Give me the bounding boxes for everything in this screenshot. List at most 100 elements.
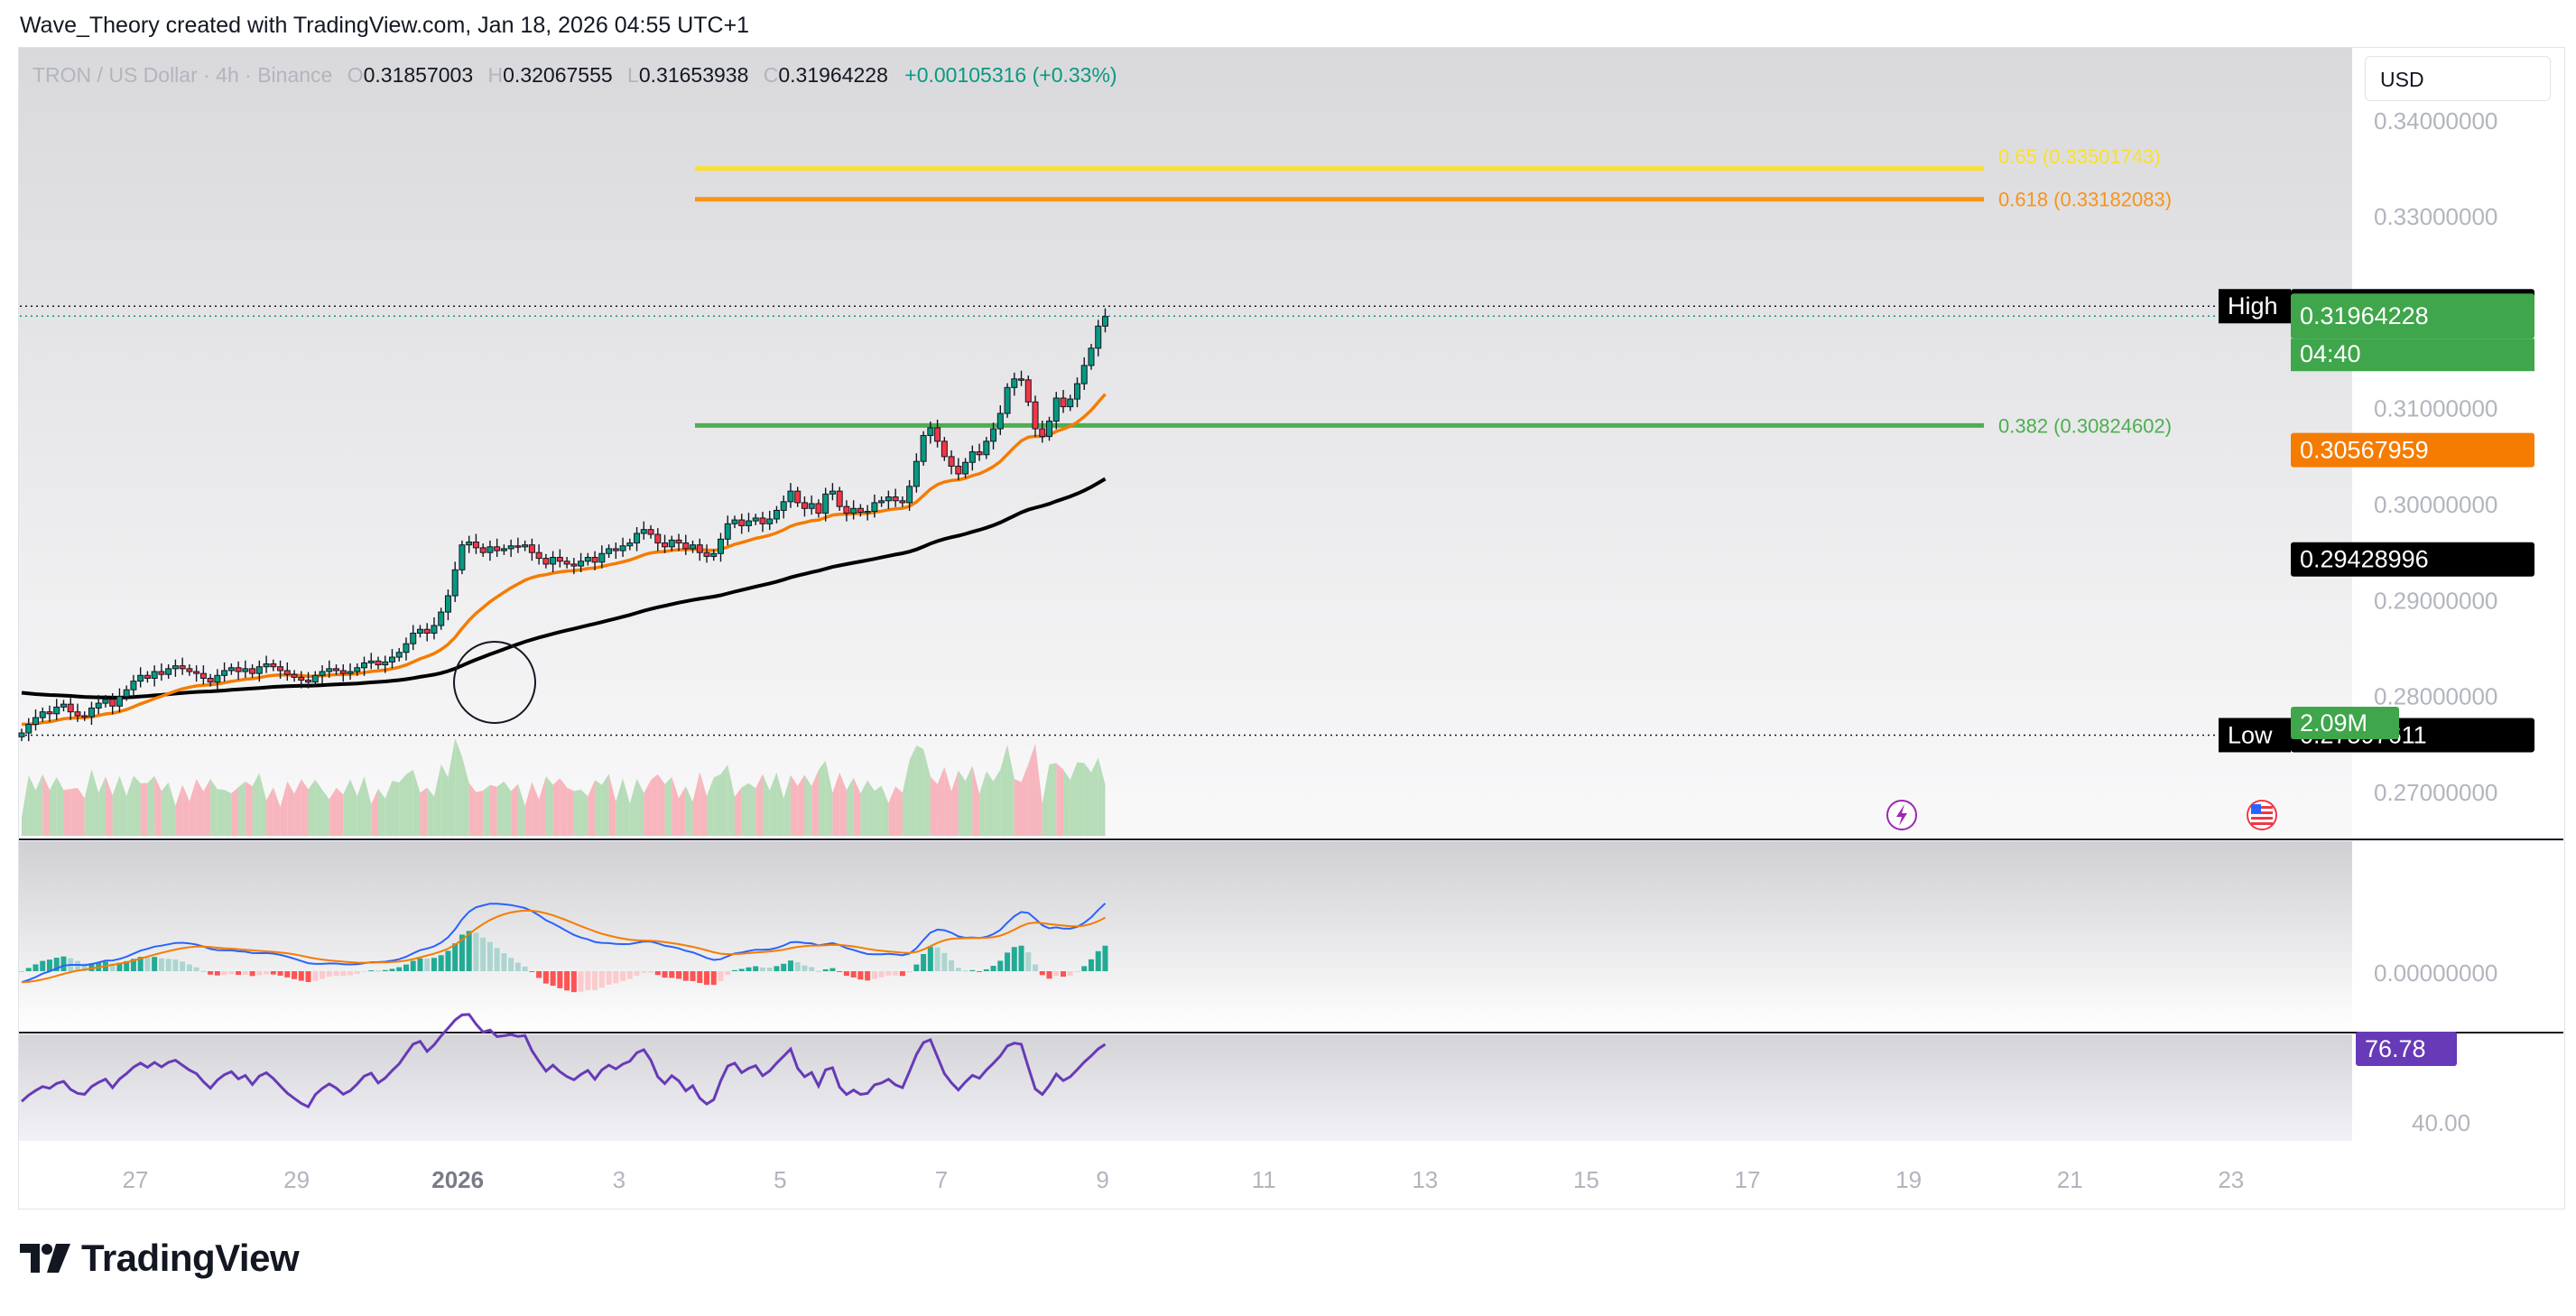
volume-segment [545,775,553,836]
volume-segment [595,780,602,836]
volume-segment [84,769,92,836]
y-tick-label: 0.31000000 [2374,395,2497,422]
macd-histogram-bar [857,971,864,980]
symbol-name[interactable]: TRON / US Dollar · 4h · Binance [32,63,333,87]
candle [165,664,172,679]
volume-segment [350,779,357,836]
candle [522,540,529,551]
rsi-line[interactable] [20,1013,1107,1109]
tradingview-logo[interactable]: TradingView [20,1237,300,1280]
macd-histogram-bar [613,971,619,984]
candle [934,419,941,448]
macd-histogram-bar [1095,950,1101,971]
candle [857,504,864,517]
volume-segment [203,779,211,836]
signal-line[interactable] [21,909,1106,984]
candle [207,673,214,687]
macd-histogram-bar [158,958,164,971]
volume-segment [336,787,344,836]
candle [514,537,522,553]
macd-histogram-bar [180,961,186,971]
volume-segment [77,787,85,836]
lightning-icon[interactable] [1886,800,1917,830]
macd-histogram-bar [333,971,339,977]
candle [388,649,395,669]
symbol-legend: TRON / US Dollar · 4h · Binance O0.31857… [32,63,1117,88]
us-flag-icon[interactable] [2247,800,2277,830]
ema-slow-tag: 0.29428996 [2291,542,2534,577]
volume-segment [1063,769,1070,836]
volume-segment [126,775,134,836]
macd-histogram-bar [1011,947,1017,971]
volume-segment [405,769,413,836]
candle [171,659,179,677]
candle [367,653,375,670]
currency-button[interactable]: USD [2365,56,2551,101]
candle [808,495,815,515]
volume-segment [651,774,658,836]
macd-histogram-bar [431,958,437,971]
macd-histogram-bar [60,956,67,971]
volume-segment [105,776,113,836]
volume-segment [623,778,630,836]
candle [675,533,682,551]
macd-histogram-bar [389,968,395,971]
volume-segment [1049,763,1057,836]
macd-histogram-bar [452,943,459,971]
macd-histogram-bar [438,955,444,971]
volume-segment [483,784,490,836]
candle [780,495,787,519]
volume-segment [707,777,714,836]
x-tick-label: 9 [1096,1166,1108,1193]
volume-segment [762,774,770,836]
macd-histogram-bar [1005,952,1011,971]
candle [556,549,563,568]
macd-histogram-bar [124,960,130,971]
volume-segment [154,775,162,836]
volume-segment [895,786,903,836]
volume-segment [210,779,218,836]
macd-histogram-bar [654,971,661,976]
candle [507,539,514,557]
crossover-circle [453,641,536,724]
ema-slow-line[interactable] [21,477,1107,700]
tradingview-logo-text: TradingView [81,1237,300,1279]
macd-histogram-bar [710,971,717,986]
volume-segment [700,772,708,836]
macd-histogram-bar [361,971,367,972]
high-value: 0.32067555 [503,63,613,87]
volume-segment [238,781,246,836]
macd-histogram-bar [766,967,773,971]
macd-histogram-bar [480,937,486,971]
macd-histogram-bar [354,971,360,975]
macd-histogram-bar [529,971,535,973]
candle [822,487,829,522]
macd-histogram-bar [774,966,780,971]
low-key: L [627,63,639,87]
volume-segment [1056,763,1064,836]
volume-segment [539,775,546,836]
candle [18,728,25,742]
candle [619,537,626,557]
volume-segment [532,782,540,836]
volume-segment [63,789,71,836]
macd-histogram-bar [249,971,255,977]
fib-layer: 0.65 (0.33501743) 0.618 (0.33182083) 0.382… [20,145,2350,737]
volume-layer [22,737,1106,836]
countdown-text: 04:40 [2300,340,2361,367]
macd-histogram-bar [893,971,899,976]
macd-histogram-bar [486,941,493,971]
ema-fast-line[interactable] [22,393,1107,727]
volume-segment [371,789,378,836]
macd-histogram-bar [921,953,927,971]
macd-histogram-bar [1102,945,1108,971]
volume-segment [252,773,260,836]
macd-histogram-bar [25,968,32,971]
candle [1018,370,1025,386]
macd-histogram-bar [669,971,675,978]
volume-segment [56,776,64,836]
volume-segment [175,784,183,836]
macd-histogram-bar [927,947,933,971]
candle [1101,308,1108,333]
